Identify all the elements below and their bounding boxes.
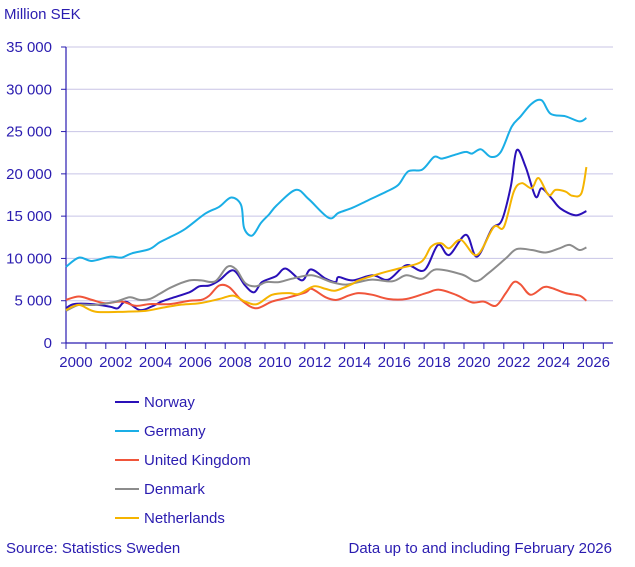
y-tick-label: 5 000 [14, 293, 52, 310]
x-axis: 2000 2002 2004 2006 2008 2010 2012 2014 2016 2018… [59, 342, 613, 371]
x-tick-label: 2026 [577, 354, 610, 371]
series-line-netherlands [65, 166, 588, 314]
legend-label-denmark: Denmark [144, 481, 205, 498]
x-tick-label: 2008 [218, 354, 251, 371]
x-tick-label: 2022 [497, 354, 530, 371]
series-line-germany [65, 98, 587, 268]
x-tick-label: 2024 [537, 354, 570, 371]
legend: Norway Germany United Kingdom Denmark Nether… [115, 394, 251, 527]
legend-label-norway: Norway [144, 394, 195, 411]
gridlines [66, 46, 613, 302]
x-tick-label: 2018 [417, 354, 450, 371]
legend-label-united-kingdom: United Kingdom [144, 452, 251, 469]
y-tick-label: 30 000 [6, 81, 52, 98]
legend-label-germany: Germany [144, 423, 206, 440]
x-tick-label: 2000 [59, 354, 92, 371]
series-line-norway [65, 148, 587, 312]
x-tick-label: 2012 [298, 354, 331, 371]
y-tick-label: 15 000 [6, 208, 52, 225]
y-tick-label: 0 [44, 335, 52, 352]
x-tick-label: 2006 [179, 354, 212, 371]
x-tick-label: 2002 [99, 354, 132, 371]
y-axis-label: Million SEK [4, 6, 81, 23]
y-tick-label: 10 000 [6, 250, 52, 267]
series-lines [65, 98, 588, 314]
data-coverage-note: Data up to and including February 2026 [348, 540, 612, 557]
x-tick-label: 2016 [378, 354, 411, 371]
x-tick-label: 2014 [338, 354, 371, 371]
legend-label-netherlands: Netherlands [144, 510, 225, 527]
y-tick-label: 20 000 [6, 166, 52, 183]
y-axis: 0 5 000 10 000 15 000 20 000 25 000 30 000 35 0… [6, 39, 67, 352]
source-note: Source: Statistics Sweden [6, 540, 180, 557]
x-tick-label: 2020 [457, 354, 490, 371]
y-tick-label: 25 000 [6, 124, 52, 141]
series-line-united-kingdom [65, 280, 588, 310]
x-tick-label: 2010 [258, 354, 291, 371]
y-tick-label: 35 000 [6, 39, 52, 56]
x-tick-label: 2004 [139, 354, 172, 371]
series-line-denmark [65, 243, 587, 312]
